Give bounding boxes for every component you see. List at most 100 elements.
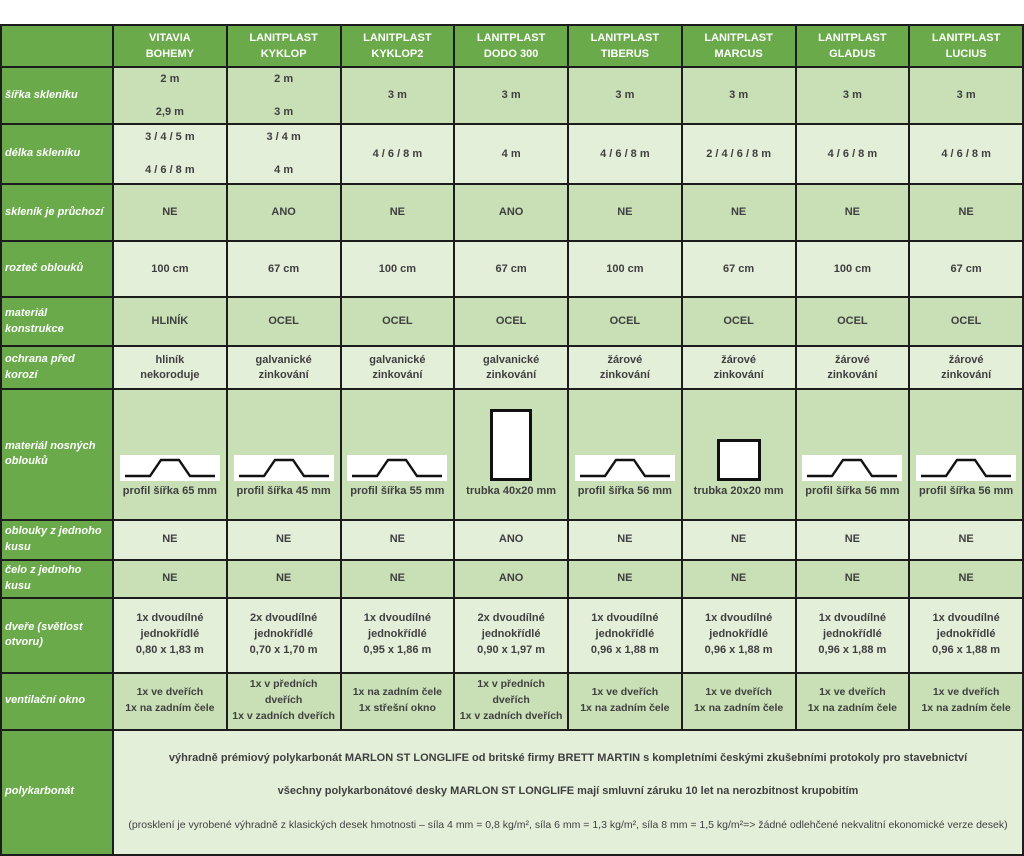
table-cell: NE (908, 558, 1024, 599)
table-cell: 1x dvoudílné jednokřídlé 0,95 x 1,86 m (339, 596, 456, 674)
table-cell: ANO (453, 518, 569, 561)
square-tube-icon (716, 438, 761, 481)
table-cell: 1x ve dveřích 1x na zadním čele (112, 671, 228, 731)
row-label: polykarbonát (0, 728, 114, 856)
table-cell: NE (680, 183, 797, 242)
table-cell: 1x dvoudílné jednokřídlé 0,96 x 1,88 m (567, 596, 683, 674)
table-cell: NE (225, 518, 342, 561)
table-cell: 2x dvoudílné jednokřídlé 0,70 x 1,70 m (225, 596, 342, 674)
row-label: ventilační okno (0, 671, 114, 731)
row-delka-skleniku: délka skleníku 3 / 4 / 5 m 4 / 6 / 8 m 3… (0, 123, 1024, 185)
hat-profile-icon (233, 454, 334, 481)
table-cell: NE (339, 183, 456, 242)
table-cell: NE (680, 558, 797, 599)
table-cell: 1x ve dveřích 1x na zadním čele (908, 671, 1024, 731)
row-label: skleník je průchozí (0, 183, 114, 242)
table-cell: NE (794, 558, 911, 599)
table-cell: 2 m 2,9 m (112, 66, 228, 125)
table-cell: 4 / 6 / 8 m (794, 123, 911, 185)
row-celo-z-jednoho-kusu: čelo z jednoho kusu NE NE NE ANO NE NE N… (0, 558, 1024, 599)
row-sirka-skleniku: šířka skleníku 2 m 2,9 m 2 m 3 m 3 m 3 m… (0, 66, 1024, 125)
shape-caption: profil šířka 56 mm (805, 484, 900, 497)
table-cell: profil šířka 56 mm (908, 388, 1024, 521)
shape-caption: trubka 20x20 mm (693, 484, 784, 497)
table-cell: 1x na zadním čele 1x střešní okno (339, 671, 456, 731)
column-header-lanitplast-marcus: LANITPLAST MARCUS (680, 24, 797, 68)
column-header-lanitplast-lucius: LANITPLAST LUCIUS (908, 24, 1024, 68)
polykarbonat-line-2: všechny polykarbonátové desky MARLON ST … (277, 785, 859, 798)
table-cell: HLINÍK (112, 296, 228, 347)
shape-caption: trubka 40x20 mm (466, 484, 557, 497)
table-cell: 100 cm (339, 240, 456, 298)
table-cell: 3 / 4 m 4 m (225, 123, 342, 185)
table-cell: 3 m (794, 66, 911, 125)
table-cell: 67 cm (225, 240, 342, 298)
shape-caption: profil šířka 65 mm (122, 484, 217, 497)
shape-caption: profil šířka 45 mm (236, 484, 331, 497)
shape-caption: profil šířka 56 mm (919, 484, 1014, 497)
table-cell: 1x v předních dveřích 1x v zadních dveří… (225, 671, 342, 731)
row-label: čelo z jednoho kusu (0, 558, 114, 599)
table-cell: 1x dvoudílné jednokřídlé 0,96 x 1,88 m (680, 596, 797, 674)
hat-profile-icon (347, 454, 448, 481)
table-cell: 1x ve dveřích 1x na zadním čele (794, 671, 911, 731)
table-cell: profil šířka 65 mm (112, 388, 228, 521)
table-cell: galvanické zinkování (339, 345, 456, 390)
row-dvere-svetlost-otvoru: dveře (světlost otvoru) 1x dvoudílné jed… (0, 596, 1024, 674)
table-cell: žárové zinkování (680, 345, 797, 390)
hat-profile-icon (119, 454, 220, 481)
table-cell: NE (567, 518, 683, 561)
table-cell: 100 cm (112, 240, 228, 298)
column-header-lanitplast-kyklop: LANITPLAST KYKLOP (225, 24, 342, 68)
table-cell: 1x v předních dveřích 1x v zadních dveří… (453, 671, 569, 731)
table-cell: OCEL (453, 296, 569, 347)
table-cell: NE (339, 518, 456, 561)
table-cell: trubka 40x20 mm (453, 388, 569, 521)
table-cell: 1x ve dveřích 1x na zadním čele (567, 671, 683, 731)
row-roztec-oblouku: rozteč oblouků 100 cm 67 cm 100 cm 67 cm… (0, 240, 1024, 298)
row-label: materiál nosných oblouků (0, 388, 114, 521)
table-cell: 67 cm (453, 240, 569, 298)
row-label: rozteč oblouků (0, 240, 114, 298)
row-label: dveře (světlost otvoru) (0, 596, 114, 674)
corner-cell (0, 24, 114, 68)
table-cell: NE (225, 558, 342, 599)
table-cell: NE (112, 518, 228, 561)
table-cell: hliník nekoroduje (112, 345, 228, 390)
table-cell: 2 / 4 / 6 / 8 m (680, 123, 797, 185)
row-polykarbonat: polykarbonát výhradně prémiový polykarbo… (0, 728, 1024, 856)
table-cell: OCEL (567, 296, 683, 347)
polykarbonat-line-1: výhradně prémiový polykarbonát MARLON ST… (168, 751, 968, 764)
row-material-konstrukce: materiál konstrukce HLINÍK OCEL OCEL OCE… (0, 296, 1024, 347)
shape-caption: profil šířka 56 mm (577, 484, 672, 497)
table-cell: žárové zinkování (794, 345, 911, 390)
polykarbonat-line-3: (prosklení je vyrobené výhradně z klasic… (128, 819, 1008, 832)
hat-profile-icon (916, 454, 1017, 481)
vertical-tube-icon (490, 408, 533, 481)
row-sklenik-je-pruchozi: skleník je průchozí NE ANO NE ANO NE NE … (0, 183, 1024, 242)
row-oblouky-z-jednoho-kusu: oblouky z jednoho kusu NE NE NE ANO NE N… (0, 518, 1024, 561)
table-cell: 3 m (567, 66, 683, 125)
table-cell: 3 m (339, 66, 456, 125)
table-cell: NE (908, 183, 1024, 242)
table-cell: 4 m (453, 123, 569, 185)
table-cell: žárové zinkování (908, 345, 1024, 390)
table-cell: ANO (453, 558, 569, 599)
table-cell: 100 cm (794, 240, 911, 298)
hat-profile-icon (802, 454, 903, 481)
table-cell: profil šířka 45 mm (225, 388, 342, 521)
table-cell: OCEL (794, 296, 911, 347)
column-header-vitavia-bohemy: VITAVIA BOHEMY (112, 24, 228, 68)
table-cell: 3 m (453, 66, 569, 125)
table-cell: NE (908, 518, 1024, 561)
table-cell: 67 cm (908, 240, 1024, 298)
table-cell: 1x ve dveřích 1x na zadním čele (680, 671, 797, 731)
row-ochrana-pred-korozi: ochrana před korozí hliník nekoroduje ga… (0, 345, 1024, 390)
column-header-lanitplast-kyklop2: LANITPLAST KYKLOP2 (339, 24, 456, 68)
table-cell: 3 m (908, 66, 1024, 125)
table-cell: NE (680, 518, 797, 561)
table-cell: NE (794, 518, 911, 561)
table-cell: 1x dvoudílné jednokřídlé 0,96 x 1,88 m (794, 596, 911, 674)
table-cell: žárové zinkování (567, 345, 683, 390)
column-header-lanitplast-dodo-300: LANITPLAST DODO 300 (453, 24, 569, 68)
